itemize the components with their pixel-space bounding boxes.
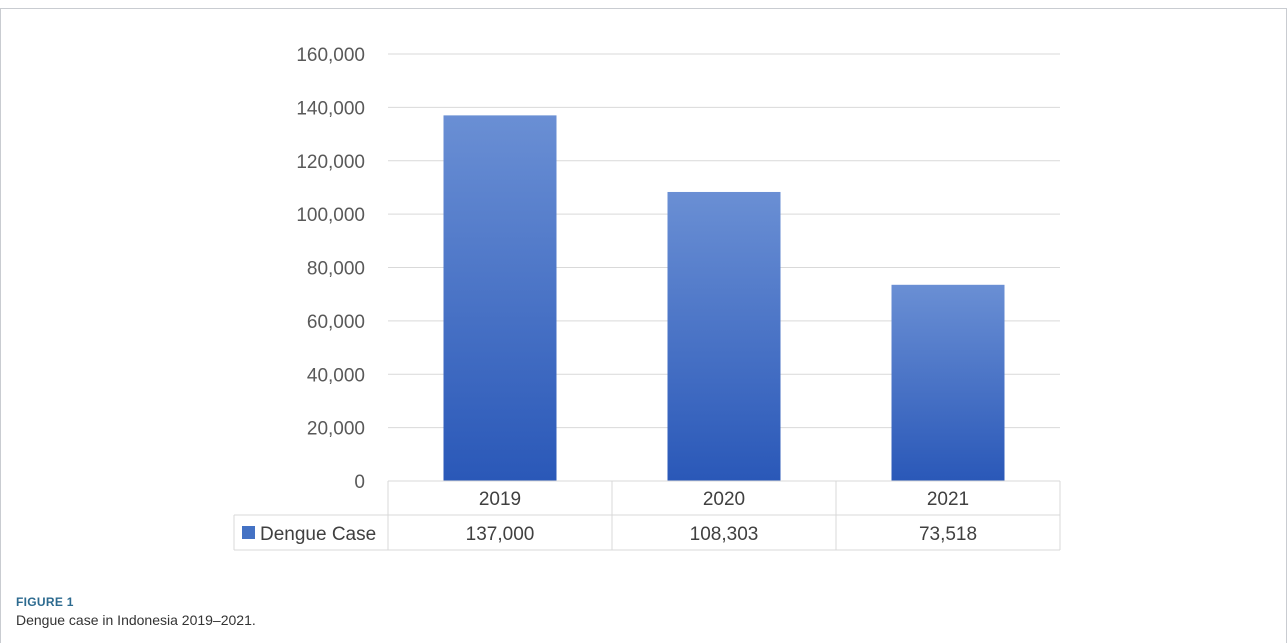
y-tick-label: 60,000 (307, 312, 365, 333)
bars (443, 115, 1005, 481)
data-value-label: 108,303 (690, 524, 759, 545)
figure-caption: Dengue case in Indonesia 2019–2021. (16, 612, 256, 628)
y-tick-label: 20,000 (307, 419, 365, 440)
y-axis-tick-labels: 0 20,000 40,000 60,000 80,000 100,000 120,000 1… (296, 45, 365, 493)
y-tick-label: 0 (354, 472, 365, 493)
y-tick-label: 40,000 (307, 365, 365, 386)
bar-2021 (891, 284, 1005, 481)
legend-swatch (242, 526, 255, 539)
figure-frame (0, 8, 1287, 643)
x-category-label: 2020 (703, 489, 745, 510)
data-table: 2019 2020 2021 Dengue Case 137,000 108,303 73,… (233, 480, 1061, 551)
bar-chart: 0 20,000 40,000 60,000 80,000 100,000 120,000 1… (233, 45, 1061, 551)
legend-series-name: Dengue Case (260, 524, 376, 545)
y-tick-label: 120,000 (296, 152, 365, 173)
y-tick-label: 80,000 (307, 259, 365, 280)
y-tick-label: 160,000 (296, 45, 365, 66)
x-category-label: 2021 (927, 489, 969, 510)
bar-2020 (667, 191, 781, 481)
y-tick-label: 140,000 (296, 98, 365, 119)
data-value-label: 137,000 (466, 524, 535, 545)
x-category-label: 2019 (479, 489, 521, 510)
figure-label: FIGURE 1 (16, 595, 74, 609)
y-tick-label: 100,000 (296, 205, 365, 226)
bar-2019 (443, 115, 557, 481)
data-value-label: 73,518 (919, 524, 977, 545)
